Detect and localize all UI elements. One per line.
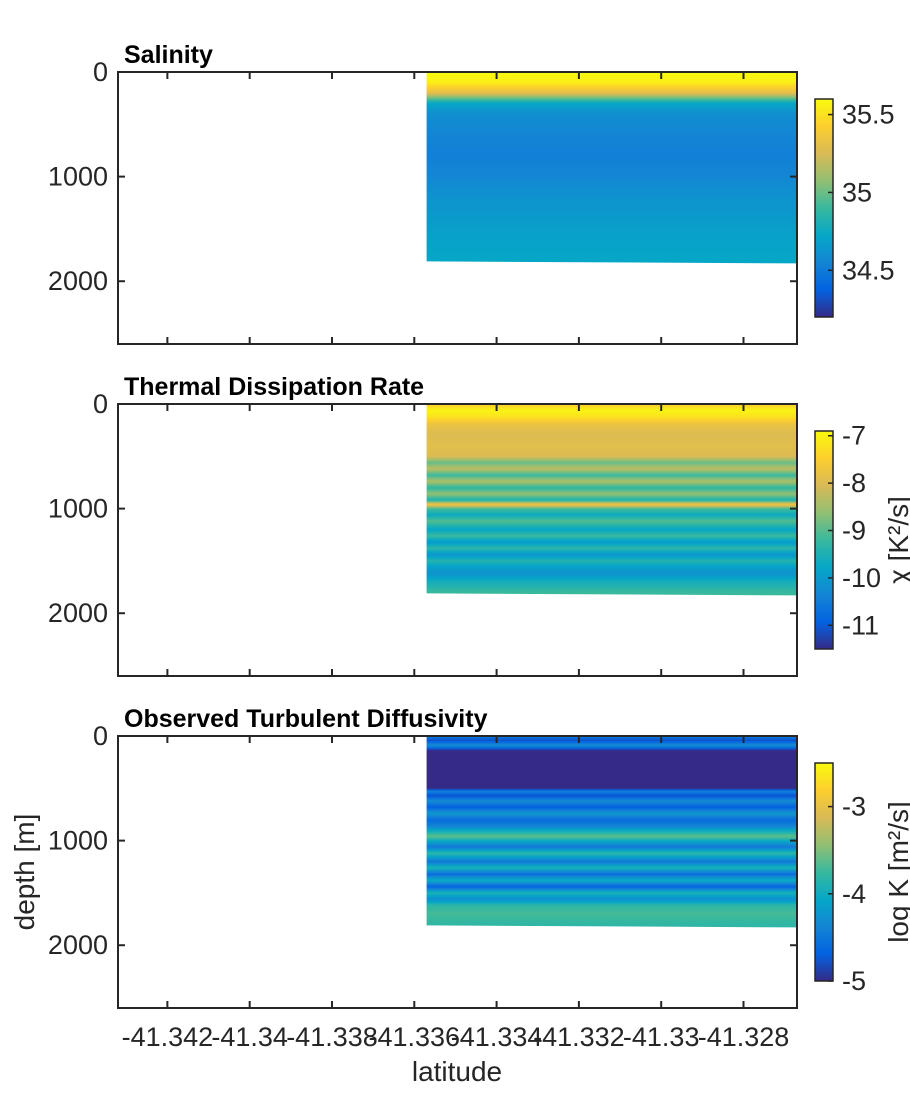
colorbar-label: log K [m²/s] [883,801,910,943]
axes-box [117,735,798,1009]
colorbar-label: χ [K²/s] [883,496,910,584]
colorbar-tick-label: -3 [842,792,866,822]
y-tick-label: 1000 [48,494,108,524]
heatmap-field [426,736,797,928]
panel-title: Thermal Dissipation Rate [124,373,424,401]
colorbar-tick-label: 35 [842,177,872,207]
x-tick-label: -41.338 [286,1022,378,1052]
x-tick-label: -41.328 [698,1022,790,1052]
colorbar-tick-label: 35.5 [842,100,895,130]
y-tick-label: 2000 [48,598,108,628]
x-tick-label: -41.334 [451,1022,543,1052]
axes-box [117,403,798,677]
colorbar [814,762,834,982]
y-tick-label: 2000 [48,266,108,296]
colorbar [814,98,834,318]
panel-observed-turbulent-diffusivity: 0 1000 2000 Observed Turbulent Diffusivity -… [48,705,910,1009]
x-tick-label: -41.332 [533,1022,625,1052]
colorbar-tick-label: -5 [842,966,866,996]
y-tick-label: 0 [93,57,108,87]
y-tick-label: 0 [93,721,108,751]
x-tick-label: -41.342 [122,1022,214,1052]
panel-thermal-dissipation-rate: 0 1000 2000 Thermal Dissipation Rate -11 -10 -… [48,373,910,677]
colorbar-tick-label: -8 [842,468,866,498]
y-tick-label: 2000 [48,930,108,960]
panel-salinity: 0 1000 2000 Salinity 34.5 35 35.5 [48,41,895,345]
colorbar-tick-label: -7 [842,421,866,451]
panel-title: Salinity [124,41,213,69]
colorbar [814,430,834,650]
x-tick-label: -41.33 [623,1022,700,1052]
heatmap-field [426,72,797,264]
x-tick-label: -41.34 [211,1022,288,1052]
colorbar-tick-label: -4 [842,879,866,909]
x-axis-label: latitude [412,1056,502,1087]
colorbar-tick-label: -11 [842,610,879,640]
y-axis-label: depth [m] [9,814,40,931]
y-tick-label: 1000 [48,162,108,192]
colorbar-tick-label: -10 [842,563,881,593]
x-tick-label: -41.336 [369,1022,461,1052]
colorbar-tick-label: -9 [842,516,866,546]
y-tick-label: 1000 [48,826,108,856]
axes-box [117,71,798,345]
colorbar-tick-label: 34.5 [842,255,895,285]
heatmap-field [426,404,797,596]
y-tick-label: 0 [93,389,108,419]
panel-title: Observed Turbulent Diffusivity [124,705,488,733]
